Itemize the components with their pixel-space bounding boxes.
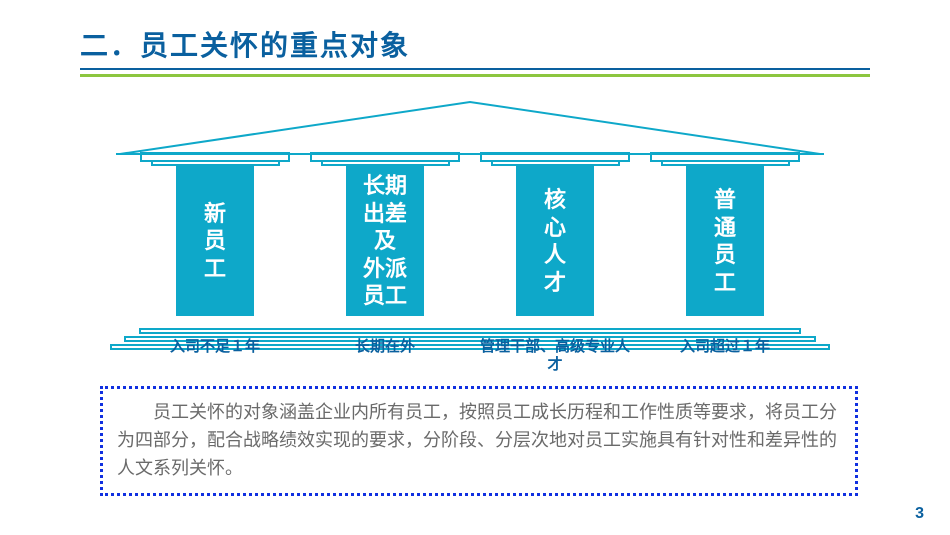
pillar-label: 新 员 工 xyxy=(204,200,226,283)
pillar-sublabel: 管理干部、高级专业人才 xyxy=(480,338,630,374)
pillar: 普 通 员 工 xyxy=(686,166,764,316)
temple-diagram: 新 员 工 长期 出差 及 外派 员工 核 心 人 才 普 通 员 工 xyxy=(110,96,830,356)
base-step xyxy=(139,328,801,334)
slide-title-block: 二．员工关怀的重点对象 xyxy=(80,24,870,77)
description-box: 员工关怀的对象涵盖企业内所有员工，按照员工成长历程和工作性质等要求，将员工分为四… xyxy=(100,386,858,496)
pillar-unit: 核 心 人 才 xyxy=(480,152,630,316)
roof-icon xyxy=(110,96,830,156)
pillar-sublabel: 入司超过１年 xyxy=(650,338,800,374)
pillar: 核 心 人 才 xyxy=(516,166,594,316)
pillar-sublabels: 入司不足１年长期在外管理干部、高级专业人才入司超过１年 xyxy=(110,338,830,374)
accent-rule xyxy=(80,74,870,77)
pillar-sublabel: 入司不足１年 xyxy=(140,338,290,374)
page-number: 3 xyxy=(915,505,924,523)
pillars-row: 新 员 工 长期 出差 及 外派 员工 核 心 人 才 普 通 员 工 xyxy=(110,152,830,332)
pillar-unit: 新 员 工 xyxy=(140,152,290,316)
slide-title: 二．员工关怀的重点对象 xyxy=(80,24,870,70)
pillar: 新 员 工 xyxy=(176,166,254,316)
pillar-label: 长期 出差 及 外派 员工 xyxy=(363,172,407,310)
description-text: 员工关怀的对象涵盖企业内所有员工，按照员工成长历程和工作性质等要求，将员工分为四… xyxy=(117,402,837,478)
pillar-unit: 长期 出差 及 外派 员工 xyxy=(310,152,460,316)
pillar-label: 核 心 人 才 xyxy=(544,186,566,296)
pillar-label: 普 通 员 工 xyxy=(714,186,736,296)
pillar: 长期 出差 及 外派 员工 xyxy=(346,166,424,316)
pillar-sublabel: 长期在外 xyxy=(310,338,460,374)
pillar-unit: 普 通 员 工 xyxy=(650,152,800,316)
